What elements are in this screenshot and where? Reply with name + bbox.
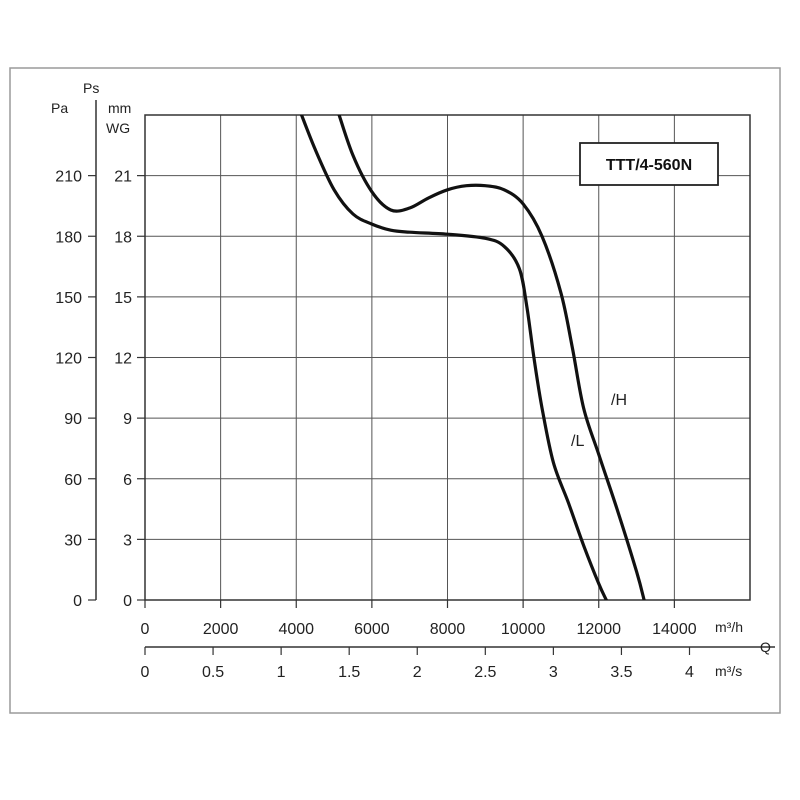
y-pa-tick-label-5: 150 <box>55 290 82 307</box>
y-mm-tick-label-6: 18 <box>114 229 132 246</box>
x2-tick-label-5: 2.5 <box>474 664 496 681</box>
series-label-l: /L <box>571 433 584 450</box>
x-axis-unit-label: m³/h <box>715 619 743 635</box>
grid <box>145 114 751 600</box>
y-mm-tick-label-1: 3 <box>123 532 132 549</box>
series-line-h <box>337 115 646 600</box>
y-mm-tick-label-5: 15 <box>114 290 132 307</box>
y-axis-wg-label: WG <box>106 120 130 136</box>
x2-tick-label-8: 4 <box>685 664 694 681</box>
y-axis-ps-label: Ps <box>83 80 99 96</box>
x2-tick-label-2: 1 <box>277 664 286 681</box>
y-mm-tick-label-2: 6 <box>123 472 132 489</box>
series-label-h: /H <box>611 392 627 409</box>
y-mm-tick-label-4: 12 <box>114 351 132 368</box>
y-mm-tick-label-7: 21 <box>114 169 132 186</box>
series-line-l <box>299 115 608 600</box>
y-pa-tick-label-6: 180 <box>55 229 82 246</box>
chart-title: TTT/4-560N <box>606 157 692 174</box>
x-tick-label-6: 12000 <box>577 621 622 638</box>
y-pa-tick-label-4: 120 <box>55 351 82 368</box>
y-axis-pa-label: Pa <box>51 100 68 116</box>
y-pa-tick-label-7: 210 <box>55 169 82 186</box>
y-pa-tick-label-2: 60 <box>64 472 82 489</box>
x-tick-label-3: 6000 <box>354 621 390 638</box>
x2-tick-label-7: 3.5 <box>610 664 632 681</box>
y-axis-mm-ticks: 0 3 6 9 12 15 18 21 <box>114 169 145 610</box>
x2-tick-label-6: 3 <box>549 664 558 681</box>
x2-axis-unit-label: m³/s <box>715 663 742 679</box>
x-tick-label-4: 8000 <box>430 621 466 638</box>
y-axis-pa-ticks: 0 30 60 90 120 150 180 210 <box>55 169 96 610</box>
y-pa-tick-label-0: 0 <box>73 593 82 610</box>
y-mm-tick-label-0: 0 <box>123 593 132 610</box>
x-tick-label-7: 14000 <box>652 621 697 638</box>
y-axis-mm-label: mm <box>108 100 131 116</box>
x-tick-label-1: 2000 <box>203 621 239 638</box>
y-pa-tick-label-3: 90 <box>64 411 82 428</box>
x2-tick-label-0: 0 <box>141 664 150 681</box>
x-tick-label-5: 10000 <box>501 621 546 638</box>
x-tick-label-2: 4000 <box>278 621 314 638</box>
y-mm-tick-label-3: 9 <box>123 411 132 428</box>
x-axis-ticks: 0 2000 4000 6000 8000 10000 12000 14000 <box>141 600 697 638</box>
x-tick-label-0: 0 <box>141 621 150 638</box>
x2-tick-label-4: 2 <box>413 664 422 681</box>
model-box <box>579 142 719 186</box>
series-layer <box>299 115 646 600</box>
x2-axis-ticks: 0 0.5 1 1.5 2 2.5 3 3.5 4 <box>141 647 694 681</box>
q-label: Q <box>760 639 771 655</box>
x2-tick-label-3: 1.5 <box>338 664 360 681</box>
y-pa-tick-label-1: 30 <box>64 532 82 549</box>
x2-tick-label-1: 0.5 <box>202 664 224 681</box>
